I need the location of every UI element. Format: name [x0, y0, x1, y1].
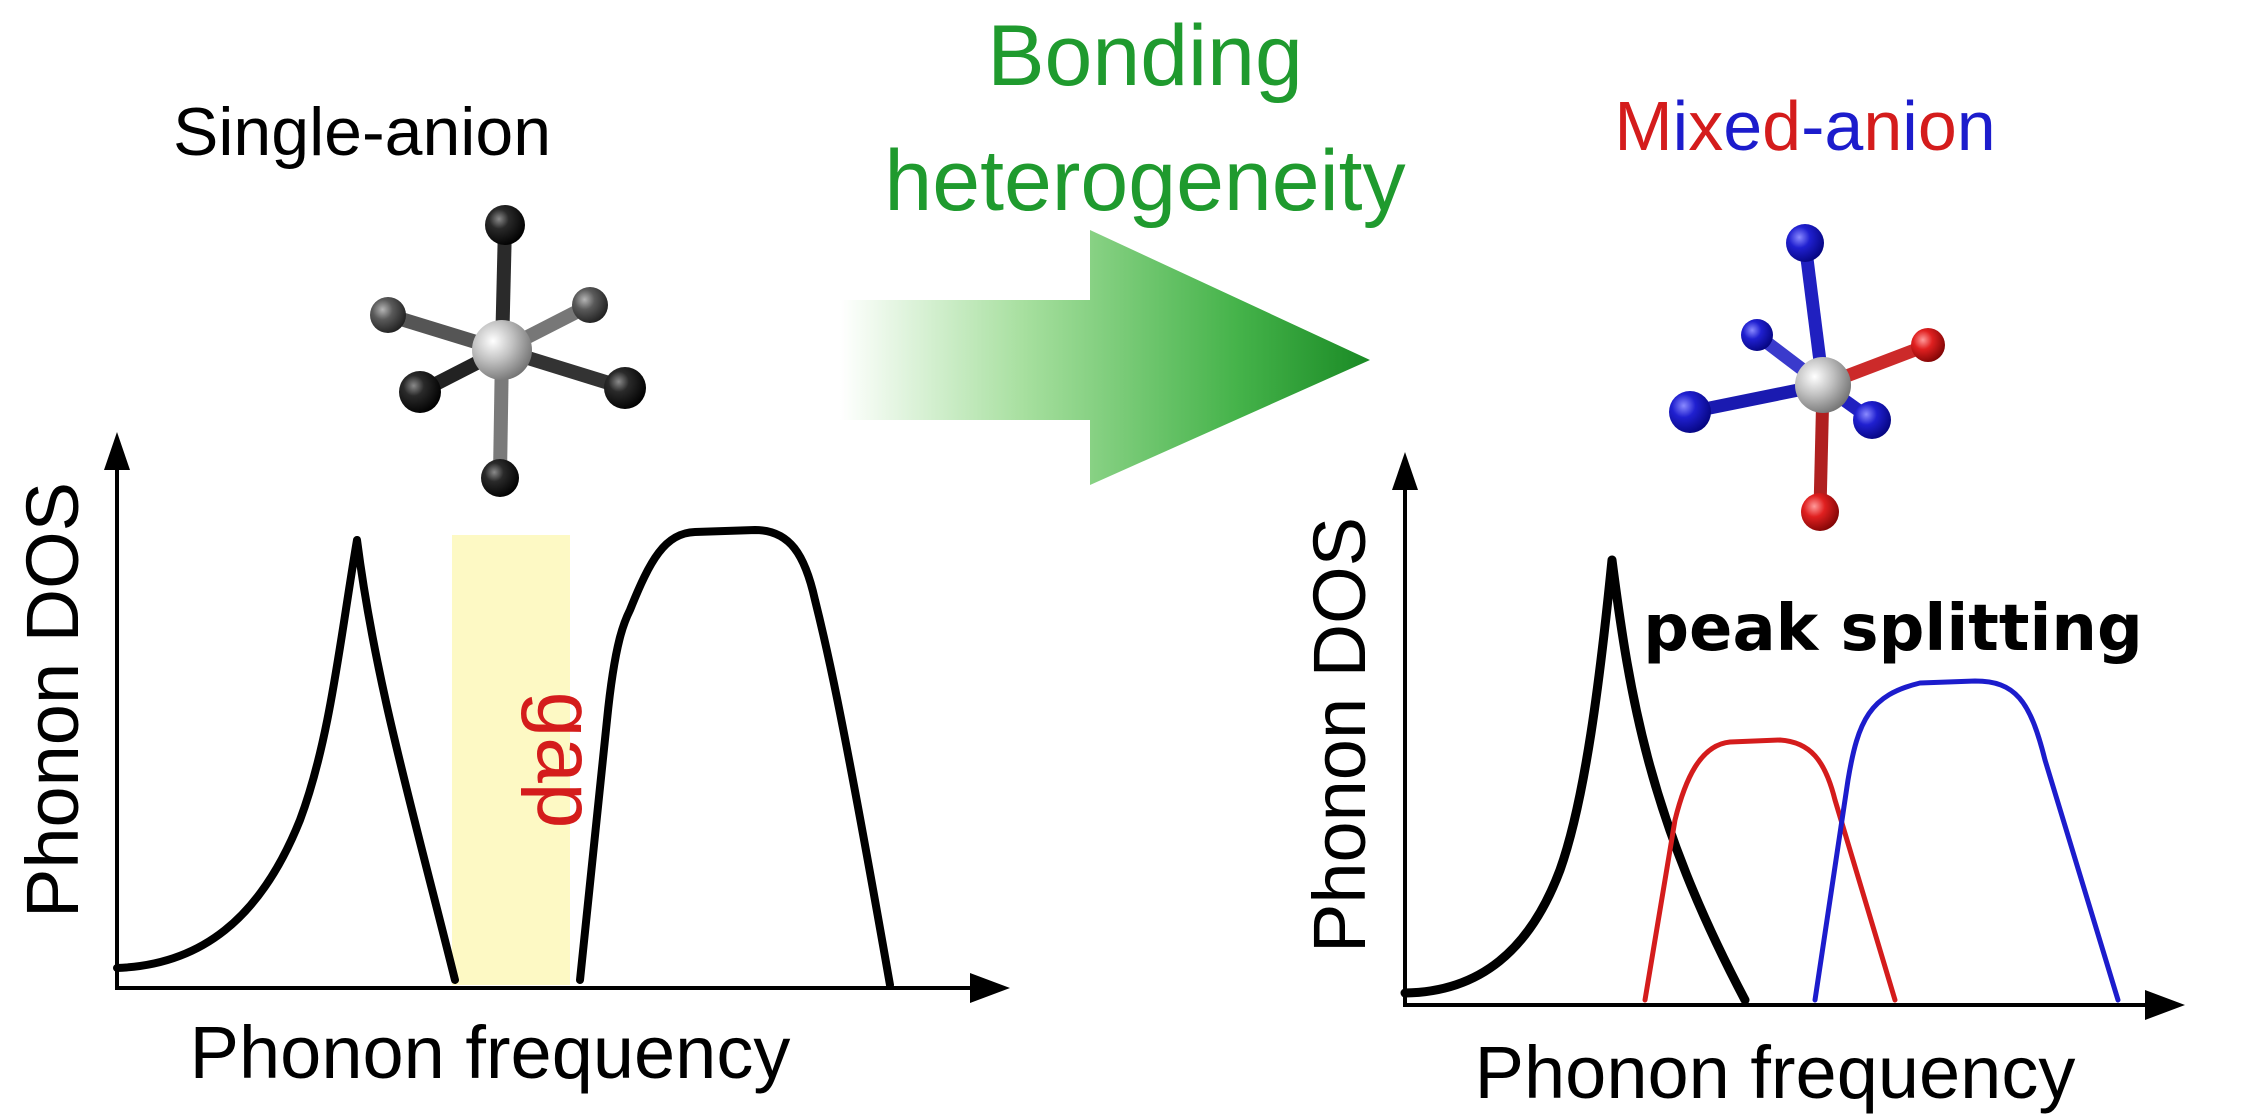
right-title: Mixed-anion [1614, 87, 1995, 165]
left-ylabel: Phonon DOS [11, 482, 94, 918]
right-panel: Mixed-anion peak s [1298, 87, 2185, 1114]
right-ylabel: Phonon DOS [1298, 517, 1381, 953]
right-title-char: i [1673, 87, 1689, 165]
right-blue-band [1812, 678, 2121, 1003]
right-title-char: - [1801, 87, 1824, 165]
right-title-char: o [1918, 87, 1957, 165]
transition-arrow-icon [840, 230, 1370, 485]
right-title-char: d [1762, 87, 1801, 165]
single-anion-octahedron-icon [370, 205, 646, 497]
left-high-frequency-band [576, 526, 894, 989]
peak-splitting-label: peak splitting [1643, 592, 2143, 666]
gap-band [452, 535, 570, 985]
right-title-char: x [1688, 87, 1723, 165]
right-axes [1392, 452, 2185, 1020]
right-red-band [1642, 737, 1898, 1003]
right-title-char: M [1614, 87, 1672, 165]
right-title-char: n [1863, 87, 1902, 165]
heterogeneity-label: heterogeneity [884, 133, 1405, 229]
right-black-peak [1400, 555, 1750, 1005]
left-title: Single-anion [173, 94, 551, 170]
right-title-char: i [1902, 87, 1918, 165]
left-panel: Single-anion gap [11, 94, 1010, 1094]
mixed-anion-octahedron-icon [1669, 224, 1945, 531]
left-xlabel: Phonon frequency [190, 1011, 791, 1094]
transition: Bonding heterogeneity [840, 8, 1406, 485]
left-low-frequency-peak [113, 536, 459, 984]
bonding-label: Bonding [987, 8, 1303, 104]
right-title-char: n [1957, 87, 1996, 165]
right-title-char: a [1824, 87, 1863, 165]
left-axes [104, 432, 1010, 1003]
right-xlabel: Phonon frequency [1475, 1031, 2076, 1114]
right-title-char: e [1723, 87, 1762, 165]
